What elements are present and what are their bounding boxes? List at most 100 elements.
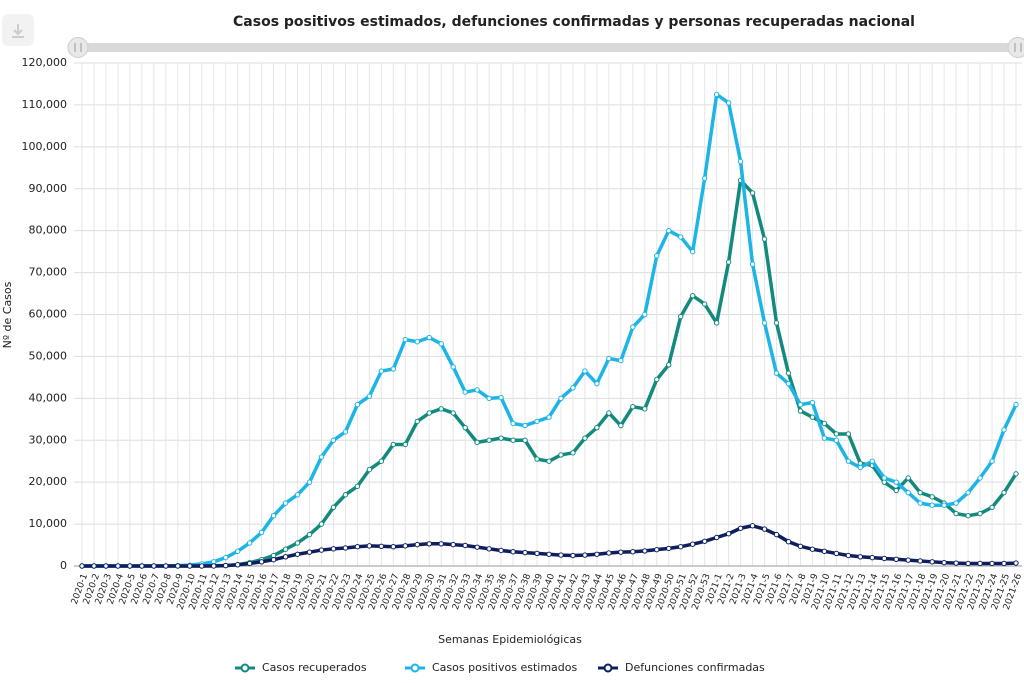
data-point	[630, 324, 636, 330]
data-point	[498, 435, 504, 441]
legend-label: Casos recuperados	[262, 661, 367, 674]
data-point	[366, 393, 373, 399]
data-point	[701, 301, 708, 307]
data-point	[222, 562, 229, 569]
data-point	[175, 563, 181, 569]
data-point	[378, 543, 385, 549]
data-point	[606, 355, 612, 362]
data-point	[426, 410, 432, 416]
data-point	[881, 555, 887, 562]
data-point	[546, 458, 552, 464]
y-tick-label: 20,000	[29, 475, 68, 488]
data-point	[486, 395, 492, 402]
data-point	[402, 441, 409, 448]
data-point	[941, 559, 947, 566]
data-point	[989, 458, 995, 464]
data-point	[905, 489, 911, 496]
data-point	[462, 424, 468, 431]
data-point	[570, 552, 576, 559]
data-point	[234, 562, 241, 568]
data-point	[582, 552, 588, 558]
data-point	[426, 334, 432, 341]
data-point	[809, 399, 816, 406]
y-tick-label: 0	[60, 559, 67, 572]
legend-marker	[240, 663, 250, 673]
data-point	[833, 431, 840, 437]
data-point	[558, 452, 564, 458]
data-point	[510, 420, 516, 427]
data-point	[965, 560, 971, 567]
legend-label: Defunciones confirmadas	[625, 661, 765, 674]
data-point	[270, 513, 277, 519]
chart-title: Casos positivos estimados, defunciones c…	[233, 14, 915, 30]
data-point	[785, 370, 792, 376]
data-point	[594, 424, 600, 431]
data-point	[761, 236, 768, 242]
data-point	[821, 548, 828, 555]
range-slider[interactable]	[70, 43, 1022, 52]
data-point	[474, 544, 480, 550]
slider-handle[interactable]	[1007, 37, 1024, 58]
y-tick-label: 30,000	[29, 433, 68, 446]
data-point	[438, 341, 444, 347]
data-point	[654, 546, 660, 553]
data-point	[725, 531, 732, 537]
data-point	[366, 543, 373, 549]
data-point	[438, 541, 444, 547]
data-point	[785, 538, 792, 545]
data-point	[306, 531, 313, 538]
data-point	[893, 556, 899, 562]
data-point	[246, 560, 253, 567]
data-point	[821, 420, 828, 427]
data-point	[270, 557, 277, 563]
data-point	[222, 554, 229, 561]
data-point	[869, 458, 876, 464]
data-point	[869, 554, 876, 561]
data-point	[234, 548, 241, 555]
data-point	[378, 458, 385, 464]
data-point	[1013, 401, 1019, 408]
data-point	[163, 563, 169, 569]
data-point	[977, 475, 983, 481]
y-tick-label: 110,000	[22, 98, 68, 111]
data-point	[282, 500, 289, 506]
data-point	[474, 387, 480, 393]
data-point	[534, 418, 540, 425]
data-point	[929, 502, 935, 508]
data-point	[929, 559, 935, 565]
data-point	[630, 404, 636, 410]
data-point	[701, 175, 708, 181]
data-point	[833, 550, 840, 557]
data-point	[689, 248, 696, 255]
data-point	[749, 523, 756, 529]
data-point	[678, 313, 684, 320]
data-point	[354, 483, 361, 490]
data-point	[689, 541, 696, 547]
data-point	[199, 563, 205, 569]
data-point	[426, 541, 432, 547]
data-point	[737, 525, 744, 531]
data-point	[91, 563, 97, 569]
data-point	[630, 549, 636, 555]
data-point	[953, 510, 959, 517]
data-point	[318, 521, 325, 527]
data-point	[905, 475, 911, 481]
data-point	[450, 410, 456, 416]
data-point	[498, 394, 504, 401]
data-point	[294, 492, 301, 498]
data-point	[1013, 471, 1019, 477]
data-point	[522, 422, 528, 429]
data-point	[546, 414, 552, 420]
data-point	[761, 320, 768, 326]
data-point	[773, 320, 780, 326]
data-point	[845, 458, 852, 464]
data-point	[977, 560, 983, 567]
data-point	[582, 368, 588, 374]
data-point	[965, 513, 971, 519]
data-point	[737, 158, 744, 165]
data-point	[1013, 560, 1019, 566]
data-point	[654, 376, 660, 383]
slider-handle[interactable]	[67, 37, 89, 58]
data-point	[366, 466, 373, 473]
